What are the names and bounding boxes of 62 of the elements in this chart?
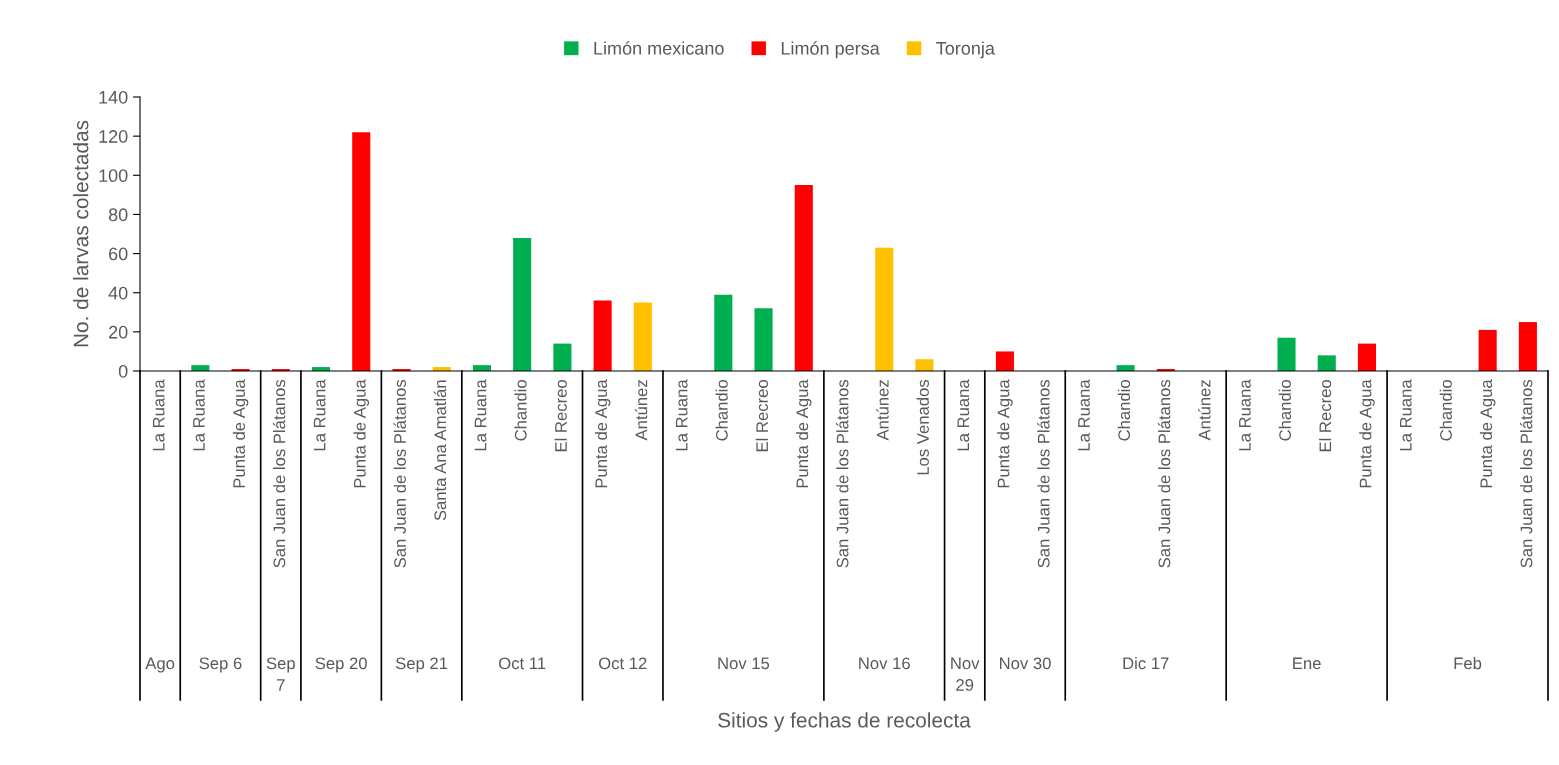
text: Dic 17 bbox=[1123, 657, 1169, 670]
x-tick-label: Punta de Agua bbox=[796, 379, 812, 488]
text: Ago bbox=[145, 657, 175, 673]
text: Sep 7 bbox=[266, 657, 295, 691]
x-tick-label: Chandio bbox=[514, 380, 527, 441]
text: Sep 21 bbox=[395, 657, 448, 673]
text: Oct 11 bbox=[499, 657, 546, 670]
y-tick-label: 20 bbox=[109, 325, 128, 339]
x-tick-label: El Recreo bbox=[755, 380, 769, 452]
x-tick-label: La Ruana bbox=[474, 379, 487, 451]
text: Oct 12 bbox=[598, 657, 647, 670]
text: Sep 6 bbox=[199, 657, 242, 673]
x-tick-label: San Juan de los Plátanos bbox=[1157, 379, 1171, 568]
x-tick-label: Punta de Agua bbox=[232, 379, 249, 488]
x-tick-label: La Ruana bbox=[957, 379, 970, 451]
x-tick-label: La Ruana bbox=[1239, 379, 1251, 451]
x-tick-label: Santa Ana Amatlán bbox=[433, 380, 447, 521]
text: Nov 29 bbox=[951, 657, 980, 691]
text: Sitios y fechas de recolecta bbox=[718, 712, 971, 732]
x-tick-label: Punta de Agua bbox=[594, 379, 611, 488]
x-tick-label: San Juan de los Plátanos bbox=[836, 379, 849, 568]
x-tick-label: Punta de Agua bbox=[353, 379, 370, 488]
y-tick-label: 40 bbox=[108, 286, 128, 300]
x-tick-label: Chandio bbox=[1278, 380, 1291, 441]
x-tick-label: Antúnez bbox=[1198, 380, 1211, 441]
text: Sep 20 bbox=[315, 657, 367, 673]
y-axis-title: No. de larvas colectadas bbox=[73, 120, 89, 347]
legend-label: Limón persa bbox=[781, 41, 880, 59]
text: Nov 15 bbox=[718, 657, 770, 670]
x-tick-label: Punta de Agua bbox=[1359, 379, 1375, 488]
y-tick-label: 80 bbox=[108, 208, 128, 222]
y-tick-label: 0 bbox=[118, 364, 128, 378]
x-tick-label: La Ruana bbox=[675, 379, 688, 451]
y-tick-label: 100 bbox=[99, 169, 128, 183]
x-tick-label: Chandio bbox=[715, 380, 728, 441]
x-tick-label: La Ruana bbox=[152, 379, 165, 451]
x-tick-label: San Juan de los Plátanos bbox=[1519, 379, 1533, 568]
text: Nov 30 bbox=[999, 657, 1051, 670]
x-tick-label: San Juan de los Plátanos bbox=[393, 379, 406, 568]
x-tick-label: La Ruana bbox=[193, 379, 205, 451]
x-tick-label: El Recreo bbox=[554, 380, 567, 452]
x-tick-label: Chandio bbox=[1439, 380, 1452, 441]
x-tick-label: El Recreo bbox=[1318, 380, 1332, 452]
x-tick-label: La Ruana bbox=[1078, 379, 1090, 451]
y-tick-label: 60 bbox=[109, 247, 128, 261]
x-tick-label: Punta de Agua bbox=[997, 379, 1013, 488]
legend-label: Limón mexicano bbox=[594, 41, 724, 55]
x-tick-label: San Juan de los Plátanos bbox=[1037, 379, 1050, 568]
text: Ene bbox=[1293, 657, 1321, 670]
x-tick-label: La Ruana bbox=[313, 379, 326, 451]
legend-label: Toronja bbox=[936, 41, 995, 59]
y-tick-label: 140 bbox=[99, 90, 128, 104]
x-tick-label: Punta de Agua bbox=[1479, 379, 1496, 488]
x-tick-label: Los Venados bbox=[916, 379, 929, 475]
x-tick-label: San Juan de los Plátanos bbox=[272, 379, 286, 568]
text: Nov 16 bbox=[859, 657, 910, 670]
x-tick-label: La Ruana bbox=[1400, 379, 1412, 451]
x-tick-label: Antúnez bbox=[876, 380, 889, 441]
text: Feb bbox=[1454, 657, 1482, 670]
x-tick-label: Antúnez bbox=[634, 380, 648, 441]
y-tick-label: 120 bbox=[99, 130, 128, 143]
x-tick-label: Chandio bbox=[1117, 380, 1131, 441]
